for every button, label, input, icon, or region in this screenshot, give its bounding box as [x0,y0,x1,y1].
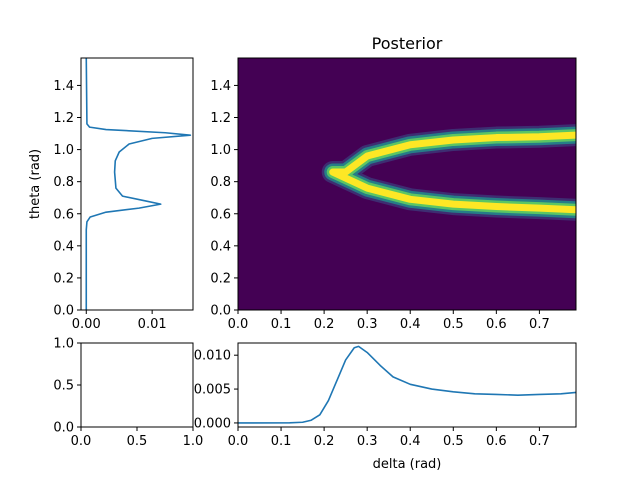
theta-marginal-panel: 0.00 0.01 0.0 0.2 0.4 0.6 0.8 1.0 1.2 1.4 theta … [28,57,194,332]
heatmap-ytick-label: 0.8 [210,175,231,190]
delta-marginal-panel: 0.0 0.1 0.2 0.3 0.4 0.5 0.6 0.7 0.000 0.005 0.010… [194,342,577,472]
heatmap-ytick-label: 1.2 [210,111,231,126]
theta-marginal-line [85,58,192,310]
theta-ytick-label: 1.0 [53,143,74,158]
delta-xtick-label: 0.4 [400,434,421,449]
heatmap-xtick-label: 0.5 [443,317,464,332]
empty-xtick-label: 1.0 [183,434,204,449]
delta-xtick-label: 0.5 [443,434,464,449]
theta-xtick-label: 0.00 [72,317,101,332]
theta-frame [80,57,194,311]
heatmap-ytick-label: 0.2 [210,271,231,286]
delta-xtick-label: 0.1 [271,434,292,449]
delta-xtick-label: 0.2 [314,434,335,449]
empty-frame [80,342,194,428]
heatmap-ytick-label: 1.0 [210,143,231,158]
heatmap-xtick-label: 0.3 [357,317,378,332]
posterior-heatmap-panel: Posterior 0.0 0.1 0.2 0.3 0.4 0.5 0.6 0.7 0.0 0.… [210,34,577,332]
delta-ytick-label: 0.000 [194,416,231,431]
theta-ytick-label: 1.4 [53,79,74,94]
delta-xtick-label: 0.3 [357,434,378,449]
theta-ytick-label: 0.6 [53,207,74,222]
heatmap-xtick-label: 0.2 [314,317,335,332]
theta-ytick-label: 0.0 [53,304,74,319]
theta-ytick-label: 1.2 [53,111,74,126]
heatmap-ytick-label: 0.0 [210,304,231,319]
delta-xtick-label: 0.7 [529,434,550,449]
chart-title: Posterior [372,34,443,53]
delta-ytick-label: 0.010 [194,349,231,364]
heatmap-ytick-label: 0.4 [210,239,231,254]
heatmap-xtick-label: 0.1 [271,317,292,332]
heatmap-ytick-label: 0.6 [210,207,231,222]
empty-ytick-label: 1.0 [53,337,74,352]
theta-ytick-label: 0.4 [53,239,74,254]
theta-ytick-label: 0.2 [53,271,74,286]
heatmap-xtick-label: 0.4 [400,317,421,332]
heatmap-frame [237,57,577,311]
empty-xtick-label: 0.0 [71,434,92,449]
heatmap-xtick-label: 0.0 [228,317,249,332]
delta-frame [237,342,577,428]
delta-axis-label: delta (rad) [373,457,442,472]
heatmap-background [238,58,576,310]
delta-xtick-label: 0.0 [228,434,249,449]
theta-axis-label: theta (rad) [28,149,43,219]
empty-xtick-label: 0.5 [127,434,148,449]
heatmap-xtick-label: 0.6 [486,317,507,332]
delta-xtick-label: 0.6 [486,434,507,449]
delta-ytick-label: 0.005 [194,383,231,398]
heatmap-xtick-label: 0.7 [529,317,550,332]
delta-marginal-line [238,345,576,424]
heatmap-ytick-label: 1.4 [210,79,231,94]
theta-xtick-label: 0.01 [138,317,167,332]
theta-ytick-label: 0.8 [53,175,74,190]
heatmap-density-band [329,131,576,214]
heatmap-bands [321,124,576,221]
empty-axes-panel: 0.0 0.5 1.0 0.0 0.5 1.0 [53,337,203,450]
empty-ytick-label: 0.5 [53,379,74,394]
empty-ytick-label: 0.0 [53,421,74,436]
